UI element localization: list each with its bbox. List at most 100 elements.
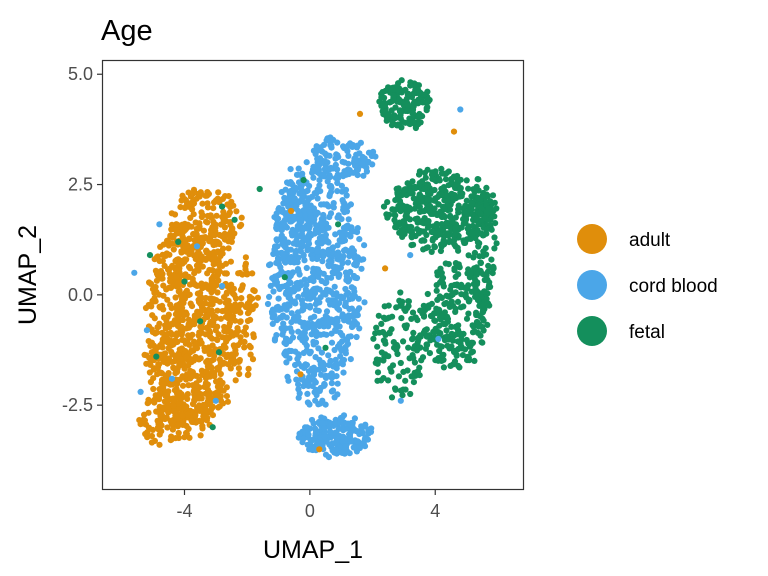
data-point-adult bbox=[232, 295, 240, 302]
data-point-adult bbox=[151, 289, 158, 296]
data-point-adult bbox=[193, 195, 200, 202]
data-point-fetal bbox=[493, 240, 500, 247]
data-point-fetal bbox=[465, 252, 472, 259]
data-point-fetal bbox=[451, 358, 459, 365]
data-point-fetal bbox=[451, 173, 458, 181]
data-point-fetal bbox=[385, 353, 392, 360]
data-point-fetal bbox=[474, 176, 481, 183]
data-point-adult bbox=[225, 238, 232, 245]
data-point-fetal bbox=[437, 343, 444, 350]
data-point-adult bbox=[185, 321, 192, 328]
data-point-adult bbox=[183, 256, 190, 263]
data-point-fetal bbox=[429, 235, 437, 242]
data-point-fetal bbox=[390, 92, 397, 99]
data-point-fetal bbox=[455, 206, 462, 213]
data-point-cord-blood bbox=[347, 356, 354, 363]
data-point-cord-blood bbox=[313, 222, 320, 229]
data-point-fetal bbox=[455, 271, 462, 278]
data-point-adult bbox=[189, 206, 196, 213]
data-point-cord-blood bbox=[295, 381, 302, 388]
x-tick-label: -4 bbox=[176, 501, 192, 521]
data-point-fetal bbox=[485, 205, 492, 212]
data-point-cord-blood bbox=[321, 381, 328, 388]
data-point-fetal bbox=[416, 203, 423, 210]
data-point-cord-blood bbox=[361, 242, 368, 249]
data-point-fetal bbox=[407, 390, 414, 398]
data-point-cord-blood bbox=[294, 171, 301, 178]
data-point-adult bbox=[172, 435, 179, 442]
data-point-adult bbox=[162, 325, 169, 332]
data-point-cord-blood bbox=[325, 239, 332, 246]
data-point-adult bbox=[201, 347, 208, 354]
data-point-cord-blood bbox=[300, 251, 307, 258]
data-point-cord-blood bbox=[292, 361, 299, 369]
data-point-fetal bbox=[438, 191, 445, 199]
data-point-cord-blood bbox=[330, 200, 337, 207]
data-point-cord-blood bbox=[143, 327, 150, 334]
data-point-cord-blood bbox=[369, 161, 376, 168]
data-point-cord-blood bbox=[317, 400, 324, 407]
data-point-adult bbox=[209, 301, 216, 308]
data-point-adult bbox=[297, 371, 304, 378]
data-point-cord-blood bbox=[193, 243, 201, 250]
data-point-cord-blood bbox=[339, 449, 346, 456]
data-point-fetal bbox=[398, 315, 405, 322]
data-point-fetal bbox=[408, 234, 415, 241]
data-point-adult bbox=[199, 422, 206, 430]
data-point-adult bbox=[212, 241, 219, 248]
data-point-fetal bbox=[468, 200, 476, 207]
data-point-fetal bbox=[429, 312, 436, 319]
data-point-cord-blood bbox=[355, 295, 362, 302]
data-point-adult bbox=[204, 270, 211, 277]
data-point-fetal bbox=[447, 302, 454, 309]
data-point-adult bbox=[170, 402, 177, 409]
data-point-fetal bbox=[487, 283, 494, 290]
data-point-adult bbox=[161, 353, 168, 360]
data-point-adult bbox=[177, 292, 184, 299]
data-point-fetal bbox=[444, 230, 451, 237]
data-point-fetal bbox=[473, 311, 480, 318]
data-point-fetal bbox=[410, 329, 417, 336]
data-point-adult bbox=[214, 307, 221, 314]
data-point-adult bbox=[193, 231, 200, 238]
data-point-fetal bbox=[440, 239, 447, 247]
data-point-cord-blood bbox=[331, 283, 338, 290]
data-point-fetal bbox=[463, 285, 470, 292]
data-point-cord-blood bbox=[351, 309, 358, 317]
data-point-cord-blood bbox=[312, 397, 319, 404]
data-point-cord-blood bbox=[212, 397, 219, 404]
data-point-cord-blood bbox=[273, 215, 280, 223]
data-point-adult bbox=[198, 209, 205, 216]
data-point-fetal bbox=[452, 214, 459, 221]
data-point-cord-blood bbox=[308, 246, 315, 253]
data-point-cord-blood bbox=[278, 232, 285, 239]
data-point-adult bbox=[194, 388, 201, 395]
data-point-cord-blood bbox=[318, 349, 325, 356]
data-point-cord-blood bbox=[339, 313, 346, 320]
data-point-cord-blood bbox=[296, 430, 303, 437]
data-point-cord-blood bbox=[320, 211, 327, 219]
data-point-cord-blood bbox=[361, 155, 368, 162]
data-point-adult bbox=[183, 422, 190, 430]
data-point-fetal bbox=[463, 177, 470, 184]
data-point-cord-blood bbox=[356, 430, 363, 437]
data-point-fetal bbox=[405, 298, 412, 305]
data-point-fetal bbox=[431, 317, 438, 324]
data-point-adult bbox=[242, 263, 249, 270]
data-point-fetal bbox=[414, 317, 421, 324]
x-tick-label: 4 bbox=[430, 501, 440, 521]
data-point-fetal bbox=[463, 315, 471, 322]
data-point-cord-blood bbox=[343, 337, 351, 344]
data-point-fetal bbox=[477, 211, 484, 218]
data-point-adult bbox=[145, 396, 152, 403]
data-point-adult bbox=[177, 329, 184, 336]
data-point-cord-blood bbox=[294, 279, 301, 287]
data-point-adult bbox=[186, 200, 193, 207]
data-point-fetal bbox=[492, 220, 499, 227]
data-point-adult bbox=[208, 277, 215, 284]
data-point-fetal bbox=[388, 122, 396, 129]
data-point-cord-blood bbox=[309, 269, 317, 276]
data-point-cord-blood bbox=[310, 174, 317, 181]
data-point-fetal bbox=[408, 373, 415, 380]
data-point-cord-blood bbox=[288, 180, 295, 187]
